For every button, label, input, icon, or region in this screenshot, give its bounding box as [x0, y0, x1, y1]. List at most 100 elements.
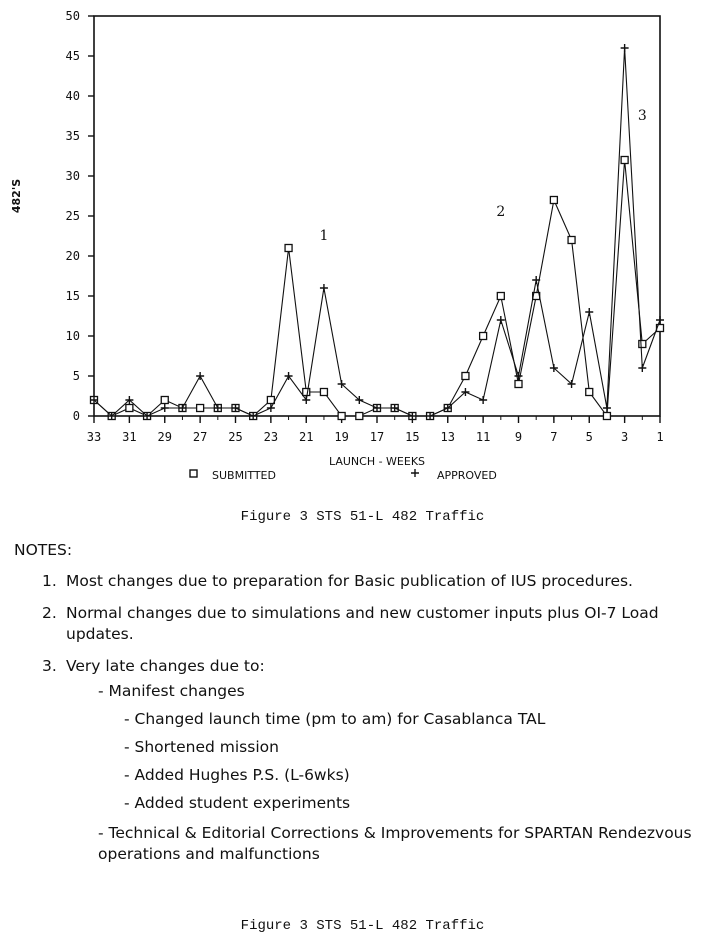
- point-submitted: [160, 395, 169, 405]
- point-submitted: [355, 411, 364, 421]
- legend-marker-submitted: [189, 469, 198, 478]
- point-approved: [143, 412, 152, 420]
- point-approved: [638, 364, 647, 372]
- y-tick-label: 35: [66, 129, 80, 143]
- point-submitted: [638, 339, 647, 349]
- point-submitted: [337, 411, 346, 421]
- y-tick-label: 0: [73, 409, 80, 423]
- x-tick-label: 15: [405, 430, 419, 444]
- point-submitted: [125, 403, 134, 413]
- point-submitted: [585, 387, 594, 397]
- point-approved: [178, 404, 187, 412]
- y-tick-label: 30: [66, 169, 80, 183]
- point-submitted: [319, 387, 329, 397]
- point-approved: [426, 412, 435, 420]
- chart-annotation: 3: [638, 108, 647, 124]
- x-tick-label: 11: [476, 430, 490, 444]
- point-approved: [125, 396, 134, 404]
- point-approved: [602, 404, 611, 412]
- chart-annotation: 2: [496, 204, 505, 220]
- x-tick-label: 27: [193, 430, 207, 444]
- point-approved: [567, 380, 576, 388]
- point-approved: [496, 316, 505, 324]
- manifest-item: - Changed launch time (pm to am) for Cas…: [124, 710, 546, 728]
- legend-label-submitted: SUBMITTED: [212, 469, 276, 482]
- note-number: 3.: [42, 657, 57, 675]
- point-approved: [107, 412, 116, 420]
- x-tick-label: 5: [586, 430, 593, 444]
- figure-caption-bottom: Figure 3 STS 51-L 482 Traffic: [240, 918, 485, 934]
- point-approved: [461, 388, 470, 396]
- note-text: Very late changes due to:: [66, 657, 265, 675]
- x-tick-label: 1: [656, 430, 663, 444]
- point-approved: [585, 308, 594, 316]
- legend-marker-approved: [411, 469, 419, 477]
- point-approved: [355, 396, 364, 404]
- note-3: 3. Very late changes due to: - Manifest …: [14, 656, 719, 865]
- y-axis-label: 482'S: [10, 179, 23, 213]
- technical-corrections: - Technical & Editorial Corrections & Im…: [98, 824, 692, 863]
- chart-annotation: 1: [319, 228, 328, 244]
- x-tick-label: 3: [621, 430, 628, 444]
- legend-label-approved: APPROVED: [437, 469, 497, 482]
- x-tick-label: 19: [334, 430, 348, 444]
- manifest-item: - Shortened mission: [124, 738, 279, 756]
- figure-caption-top: Figure 3 STS 51-L 482 Traffic: [240, 509, 485, 525]
- x-tick-label: 25: [228, 430, 242, 444]
- x-tick-label: 13: [441, 430, 455, 444]
- point-approved: [90, 396, 98, 404]
- point-submitted: [478, 331, 488, 341]
- y-tick-label: 5: [73, 369, 80, 383]
- point-approved: [249, 412, 258, 420]
- y-tick-label: 10: [66, 329, 80, 343]
- note-number: 2.: [42, 604, 57, 622]
- point-approved: [160, 404, 169, 412]
- point-approved: [549, 364, 558, 372]
- note-number: 1.: [42, 572, 57, 590]
- x-axis-label: LAUNCH - WEEKS: [329, 455, 425, 468]
- point-submitted: [620, 155, 629, 165]
- point-approved: [284, 372, 293, 380]
- point-submitted: [549, 195, 559, 205]
- y-tick-label: 15: [66, 289, 80, 303]
- point-submitted: [284, 243, 293, 253]
- y-tick-label: 40: [66, 89, 80, 103]
- chart-series: [89, 44, 665, 421]
- x-tick-label: 23: [264, 430, 278, 444]
- note-text: Most changes due to preparation for Basi…: [66, 572, 633, 590]
- point-submitted: [496, 291, 505, 301]
- y-tick-label: 25: [66, 209, 80, 223]
- point-approved: [532, 276, 541, 284]
- series-line-approved: [93, 47, 661, 417]
- point-approved: [514, 372, 523, 380]
- notes-section: NOTES: 1. Most changes due to preparatio…: [14, 540, 719, 876]
- point-approved: [266, 404, 275, 412]
- point-approved: [213, 404, 222, 412]
- x-tick-label: 17: [370, 430, 384, 444]
- point-submitted: [461, 371, 470, 381]
- point-approved: [231, 404, 240, 412]
- point-submitted: [514, 379, 523, 389]
- point-submitted: [602, 411, 612, 421]
- point-submitted: [567, 235, 576, 245]
- manifest-item: - Added student experiments: [124, 794, 351, 812]
- point-approved: [443, 404, 452, 412]
- note-2: 2. Normal changes due to simulations and…: [14, 603, 719, 645]
- point-approved: [196, 372, 205, 380]
- point-approved: [408, 412, 417, 420]
- point-approved: [656, 316, 664, 324]
- x-tick-label: 31: [122, 430, 136, 444]
- plot-frame: [93, 15, 661, 417]
- point-approved: [390, 404, 399, 412]
- point-approved: [302, 396, 311, 404]
- point-submitted: [195, 403, 205, 413]
- manifest-changes: - Manifest changes: [98, 682, 245, 700]
- y-tick-label: 20: [66, 249, 80, 263]
- x-tick-label: 33: [87, 430, 101, 444]
- point-submitted: [266, 395, 276, 405]
- y-tick-label: 50: [66, 9, 80, 23]
- x-tick-label: 7: [550, 430, 557, 444]
